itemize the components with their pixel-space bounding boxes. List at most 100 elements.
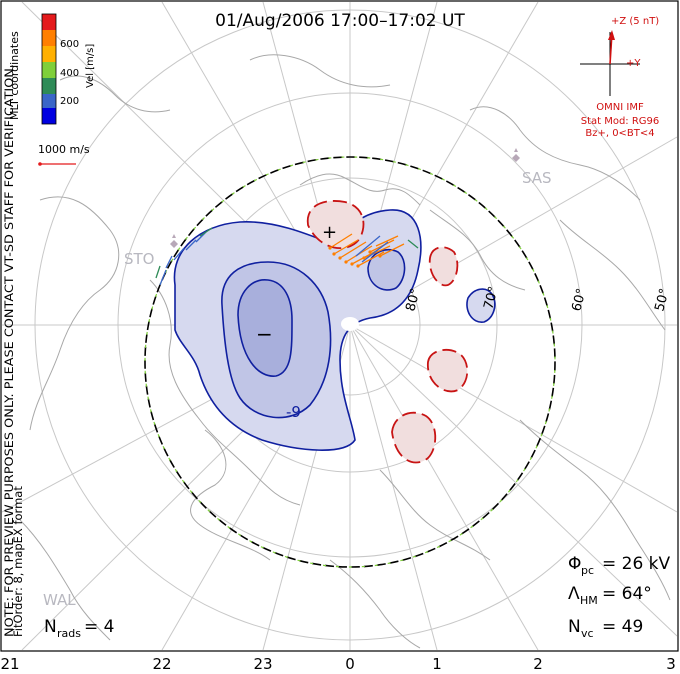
- map-title: 01/Aug/2006 17:00–17:02 UT: [215, 11, 465, 31]
- coastline-segment: [329, 559, 421, 649]
- coastline-segment: [59, 75, 171, 113]
- mlt-axis: 21 22 23 0 1 2 3: [0, 655, 675, 673]
- contour-neg-inner: [237, 279, 293, 377]
- vector-scale-origin: [38, 162, 42, 166]
- velocity-vector: [379, 243, 405, 257]
- coastline-segment: [190, 429, 271, 561]
- color-swatch: [42, 30, 56, 46]
- vector-origin: [368, 250, 372, 254]
- imf-vector-arrowhead: [608, 30, 615, 40]
- sto-station-icon: [170, 234, 178, 248]
- station-label-sto: STO: [124, 250, 155, 268]
- velocity-vector: [185, 239, 197, 251]
- contour-pos-2: [428, 246, 459, 287]
- phi-pc-symbol: Φ: [568, 554, 581, 574]
- sas-station-icon: [512, 148, 520, 162]
- nrads-value: = 4: [84, 617, 114, 637]
- meridian-1: [349, 324, 438, 651]
- velocity-vector: [363, 245, 391, 259]
- nrads-subscript: rads: [57, 627, 81, 640]
- coastline-segment: [379, 469, 491, 561]
- fit-statistics: Φ pc = 26 kV Λ HM = 64° N vc = 49 N rads…: [44, 554, 671, 640]
- coastline-segment: [469, 106, 641, 201]
- imf-z-label: +Z (5 nT): [611, 16, 659, 27]
- coastlines: [19, 54, 671, 649]
- contour-pos-3: [427, 348, 469, 393]
- meridian-3: [349, 324, 678, 637]
- lambda-hm-subscript: HM: [580, 594, 598, 607]
- velocity-vector: [199, 227, 213, 237]
- coordinate-system-label: MLT coordinates: [8, 31, 21, 120]
- mlt-label-22: 22: [152, 655, 171, 673]
- vector-origin: [356, 264, 360, 268]
- coastline-segment: [559, 219, 666, 331]
- fit-order-note: FitOrder: 8, mapEX format: [11, 486, 25, 637]
- vector-origin: [328, 246, 332, 250]
- vector-origin: [378, 254, 382, 258]
- velocity-vector: [407, 239, 419, 249]
- velocity-vector: [333, 239, 359, 255]
- velocity-vector: [361, 241, 389, 263]
- nvc-subscript: vc: [581, 627, 594, 640]
- imf-clock-dial: [580, 30, 640, 96]
- lambda-hm-symbol: Λ: [568, 584, 580, 604]
- color-swatch: [42, 62, 56, 78]
- nvc-symbol: N: [568, 617, 581, 637]
- color-swatch: [42, 14, 56, 30]
- pole-marker: [341, 317, 359, 331]
- color-swatch: [42, 46, 56, 62]
- heppner-maynard-boundary: [144, 156, 556, 568]
- positive-potential-cells: [307, 200, 469, 464]
- vector-origins: [328, 246, 382, 268]
- velocity-vector: [357, 251, 385, 267]
- vector-scale-label: 1000 m/s: [38, 143, 90, 156]
- coastline-segment: [149, 279, 301, 506]
- velocity-vectors: [155, 227, 419, 286]
- color-swatch: [42, 108, 56, 124]
- velocity-vector: [355, 235, 381, 257]
- meridian-2: [349, 324, 539, 651]
- velocity-vector: [329, 233, 353, 249]
- vector-origin: [344, 260, 348, 264]
- mlt-label-2: 2: [533, 655, 543, 673]
- nrads-symbol: N: [44, 617, 57, 637]
- phi-pc-value: = 26 kV: [602, 554, 671, 574]
- negative-potential-cell: [173, 209, 496, 451]
- velocity-vector: [165, 255, 173, 269]
- velocity-vector: [375, 235, 399, 247]
- meridian-4: [349, 324, 678, 513]
- lambda-hm-value: = 64°: [602, 584, 652, 604]
- contour-value-label: -9: [286, 403, 301, 421]
- lat-label-70: 70°: [481, 285, 501, 311]
- mlt-label-3: 3: [666, 655, 676, 673]
- phi-pc-subscript: pc: [581, 564, 594, 577]
- vector-origin: [332, 252, 336, 256]
- preview-note: NOTE: FOR PREVIEW PURPOSES ONLY. PLEASE …: [2, 64, 16, 637]
- color-swatch: [42, 94, 56, 108]
- lat-label-50: 50°: [652, 287, 672, 313]
- scale-tick-600: 600: [60, 39, 79, 50]
- velocity-vector: [173, 247, 185, 261]
- mlt-label-21: 21: [0, 655, 19, 673]
- imf-y-label: +Y: [626, 58, 641, 69]
- coastline-segment: [249, 54, 391, 88]
- vector-origin: [362, 256, 366, 260]
- velocity-color-scale: [41, 13, 57, 125]
- mlt-label-0: 0: [345, 655, 355, 673]
- scale-tick-200: 200: [60, 96, 79, 107]
- coastline-segment: [19, 519, 111, 641]
- contour-neg-dawn: [466, 288, 496, 323]
- hm-boundary-vectors: [144, 156, 556, 568]
- scale-tick-400: 400: [60, 68, 79, 79]
- station-markers: [170, 148, 520, 248]
- mlt-label-1: 1: [432, 655, 442, 673]
- model-label-line1: Stat Mod: RG96: [581, 116, 660, 127]
- vector-group-green: [155, 227, 419, 279]
- color-scale-label: Vel [m/s]: [85, 44, 96, 88]
- color-scale-border: [41, 13, 57, 125]
- lat-label-80: 80°: [403, 287, 423, 313]
- potential-max-marker: +: [322, 222, 337, 243]
- velocity-vector: [339, 241, 367, 259]
- velocity-vector: [159, 269, 167, 286]
